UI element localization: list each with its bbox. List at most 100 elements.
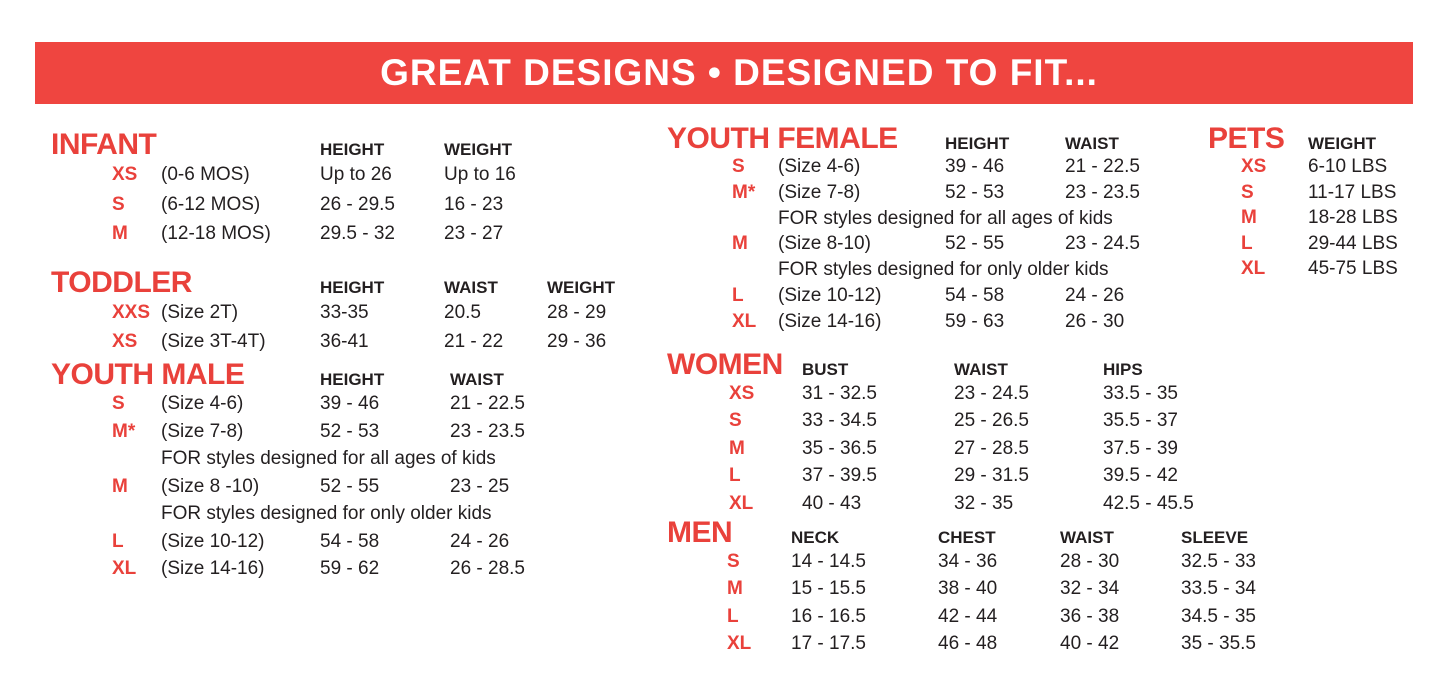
size-label: S bbox=[732, 156, 745, 177]
measurement-value: 46 - 48 bbox=[938, 632, 998, 654]
measurement-value: 39 - 46 bbox=[320, 393, 380, 414]
toddler-size-table: TODDLER HEIGHT WAIST WEIGHT XXS (Size 2T) 33-3… bbox=[51, 268, 657, 356]
column-header: HEIGHT bbox=[320, 370, 385, 390]
size-label: M bbox=[1241, 207, 1257, 228]
measurement-value: 45-75 LBS bbox=[1308, 258, 1398, 279]
measurement-value: 37 - 39.5 bbox=[802, 465, 877, 487]
measurement-value: 52 - 53 bbox=[320, 420, 380, 442]
men-size-table: MEN NECK CHEST WAIST SLEEVE S 14 - 14.5 34 - 36… bbox=[667, 516, 1321, 657]
measurement-value: Up to 26 bbox=[320, 164, 392, 185]
size-desc: (Size 8 -10) bbox=[161, 475, 260, 497]
measurement-value: 31 - 32.5 bbox=[802, 383, 877, 404]
size-desc: (Size 14-16) bbox=[778, 310, 882, 332]
measurement-value: 17 - 17.5 bbox=[791, 632, 866, 654]
measurement-value: 52 - 55 bbox=[320, 475, 380, 497]
size-label: M* bbox=[112, 420, 136, 442]
note-text: FOR styles designed for only older kids bbox=[161, 503, 492, 524]
size-desc: (Size 8-10) bbox=[778, 233, 871, 255]
size-label: XXS bbox=[112, 302, 151, 323]
size-label: L bbox=[732, 284, 744, 306]
size-label: XS bbox=[729, 383, 755, 404]
section-title: INFANT bbox=[51, 128, 157, 161]
size-label: S bbox=[729, 410, 742, 432]
measurement-value: 42.5 - 45.5 bbox=[1103, 492, 1194, 514]
size-desc: (Size 10-12) bbox=[161, 530, 265, 552]
column-header: CHEST bbox=[938, 528, 996, 548]
size-label: M* bbox=[732, 181, 756, 203]
measurement-value: 32 - 34 bbox=[1060, 578, 1120, 600]
infant-size-table: INFANT HEIGHT WEIGHT XS (0-6 MOS) Up to 26 Up … bbox=[51, 130, 574, 249]
measurement-value: 23 - 24.5 bbox=[954, 383, 1029, 404]
column-header: HIPS bbox=[1103, 360, 1143, 380]
measurement-value: 36-41 bbox=[320, 331, 369, 352]
measurement-value: 32.5 - 33 bbox=[1181, 551, 1256, 572]
size-desc: (Size 2T) bbox=[161, 302, 239, 323]
column-header: WEIGHT bbox=[547, 278, 615, 298]
size-label: M bbox=[732, 233, 748, 255]
measurement-value: 21 - 22.5 bbox=[1065, 156, 1140, 177]
measurement-value: 21 - 22 bbox=[444, 331, 504, 352]
measurement-value: Up to 16 bbox=[444, 164, 516, 185]
measurement-value: 23 - 24.5 bbox=[1065, 233, 1140, 255]
measurement-value: 23 - 25 bbox=[450, 475, 510, 497]
section-title: WOMEN bbox=[667, 348, 783, 381]
size-label: M bbox=[112, 475, 128, 497]
size-desc: (Size 7-8) bbox=[161, 420, 244, 442]
measurement-value: 54 - 58 bbox=[320, 530, 380, 552]
measurement-value: 26 - 28.5 bbox=[450, 558, 525, 579]
note-text: FOR styles designed for only older kids bbox=[778, 259, 1109, 281]
measurement-value: 24 - 26 bbox=[450, 530, 510, 552]
size-label: S bbox=[112, 393, 125, 414]
size-label: XL bbox=[727, 632, 752, 654]
measurement-value: 6-10 LBS bbox=[1308, 156, 1388, 177]
section-title: MEN bbox=[667, 516, 733, 549]
size-desc: (6-12 MOS) bbox=[161, 193, 261, 215]
measurement-value: 52 - 55 bbox=[945, 233, 1005, 255]
column-header: NECK bbox=[791, 528, 840, 548]
size-label: M bbox=[729, 437, 745, 459]
size-label: M bbox=[727, 578, 743, 600]
section-title: YOUTH MALE bbox=[51, 358, 245, 391]
size-label: S bbox=[1241, 181, 1254, 203]
size-label: XL bbox=[729, 492, 754, 514]
measurement-value: 16 - 16.5 bbox=[791, 605, 866, 627]
section-title: PETS bbox=[1208, 122, 1285, 155]
women-size-table: WOMEN BUST WAIST HIPS XS 31 - 32.5 23 - 24.5 33… bbox=[667, 348, 1263, 517]
column-header: WAIST bbox=[1060, 528, 1114, 548]
header-banner: GREAT DESIGNS • DESIGNED TO FIT... bbox=[35, 42, 1413, 104]
measurement-value: 36 - 38 bbox=[1060, 605, 1120, 627]
measurement-value: 40 - 43 bbox=[802, 492, 862, 514]
youth-male-size-table: YOUTH MALE HEIGHT WAIST S (Size 4-6) 39 - 46 2… bbox=[51, 360, 590, 583]
column-header: HEIGHT bbox=[320, 278, 385, 298]
measurement-value: 26 - 29.5 bbox=[320, 193, 395, 215]
column-header: HEIGHT bbox=[320, 140, 385, 160]
column-header: WAIST bbox=[450, 370, 504, 390]
size-label: L bbox=[112, 530, 124, 552]
measurement-value: 59 - 63 bbox=[945, 310, 1005, 332]
measurement-value: 37.5 - 39 bbox=[1103, 437, 1178, 459]
section-title: YOUTH FEMALE bbox=[667, 122, 898, 155]
size-desc: (Size 3T-4T) bbox=[161, 331, 266, 352]
measurement-value: 29 - 31.5 bbox=[954, 465, 1029, 487]
column-header: SLEEVE bbox=[1181, 528, 1249, 548]
size-label: XS bbox=[112, 331, 138, 352]
size-label: M bbox=[112, 223, 128, 244]
column-header: WAIST bbox=[444, 278, 498, 298]
size-label: XL bbox=[732, 310, 757, 332]
measurement-value: 23 - 23.5 bbox=[1065, 181, 1140, 203]
measurement-value: 16 - 23 bbox=[444, 193, 504, 215]
measurement-value: 33 - 34.5 bbox=[802, 410, 877, 432]
measurement-value: 21 - 22.5 bbox=[450, 393, 525, 414]
column-header: WEIGHT bbox=[1308, 134, 1376, 154]
column-header: WEIGHT bbox=[444, 140, 512, 160]
measurement-value: 54 - 58 bbox=[945, 284, 1005, 306]
size-label: L bbox=[1241, 232, 1253, 254]
size-label: XL bbox=[1241, 258, 1266, 279]
size-desc: (Size 7-8) bbox=[778, 181, 861, 203]
column-header: WAIST bbox=[954, 360, 1008, 380]
measurement-value: 52 - 53 bbox=[945, 181, 1005, 203]
size-label: S bbox=[727, 551, 740, 572]
column-header: WAIST bbox=[1065, 134, 1119, 154]
measurement-value: 28 - 29 bbox=[547, 302, 607, 323]
note-text: FOR styles designed for all ages of kids bbox=[161, 448, 496, 469]
